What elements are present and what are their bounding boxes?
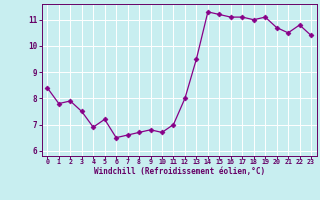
X-axis label: Windchill (Refroidissement éolien,°C): Windchill (Refroidissement éolien,°C)	[94, 167, 265, 176]
